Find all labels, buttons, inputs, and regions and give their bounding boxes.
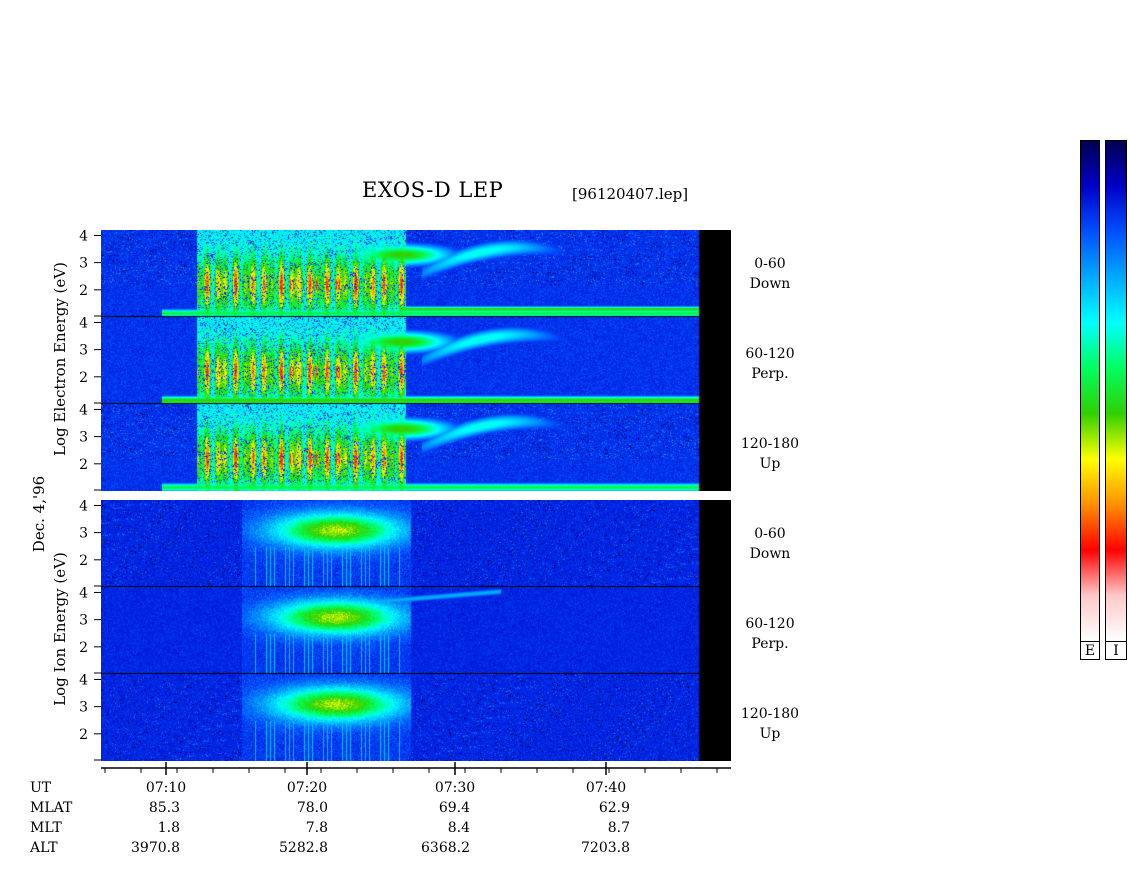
panel-5-dir: Perp. <box>751 636 789 652</box>
ephem-label-alt: ALT <box>30 840 58 856</box>
ephem-value: 7203.8 <box>581 840 630 856</box>
y-tick-label: 2 <box>79 283 88 299</box>
y-tick-label: 4 <box>79 315 88 331</box>
electron-spectrogram <box>101 230 731 491</box>
ephem-value: 7.8 <box>305 820 328 836</box>
ephem-value: 8.7 <box>607 820 630 836</box>
ephem-value: 6368.2 <box>421 840 470 856</box>
y-tick-label: 4 <box>79 672 88 688</box>
ephem-value: 07:10 <box>145 780 187 796</box>
colorbar-label-e: E <box>1081 641 1099 660</box>
electron-colorbar: E <box>1080 140 1100 660</box>
chart-title: EXOS-D LEP <box>362 178 504 202</box>
panel-6-dir: Up <box>759 726 781 742</box>
ephem-value: 1.8 <box>157 820 180 836</box>
ephem-label-mlat: MLAT <box>30 800 73 816</box>
ephem-value: 62.9 <box>598 800 630 816</box>
y-tick-label: 3 <box>79 256 88 272</box>
y-tick-label: 2 <box>79 370 88 386</box>
ephem-label-ut: UT <box>30 780 52 796</box>
panel-4-pitch: 0-60 <box>754 526 786 542</box>
ephem-label-mlt: MLT <box>30 820 62 836</box>
ephem-value: 8.4 <box>447 820 470 836</box>
ephem-value: 07:30 <box>434 780 476 796</box>
y-tick-label: 3 <box>79 613 88 629</box>
panel-1-pitch: 0-60 <box>754 256 786 272</box>
y-tick-label: 4 <box>79 228 88 244</box>
file-name: [96120407.lep] <box>572 185 689 203</box>
y-tick-label: 2 <box>79 553 88 569</box>
y-tick-label: 3 <box>79 343 88 359</box>
ephem-value: 85.3 <box>148 800 180 816</box>
colorbar-label-i: I <box>1106 641 1126 660</box>
panel-2-pitch: 60-120 <box>745 346 795 362</box>
y-tick-label: 4 <box>79 402 88 418</box>
ion-colorbar: I <box>1105 140 1127 660</box>
panel-2-dir: Perp. <box>751 366 789 382</box>
y-tick-label: 3 <box>79 526 88 542</box>
axes-overlay: 2 3 4 2 3 4 2 3 4 2 3 4 2 3 4 2 3 4 <box>79 228 731 775</box>
panel-6-pitch: 120-180 <box>740 706 800 722</box>
y-tick-label: 4 <box>79 498 88 514</box>
ephem-value: 07:40 <box>585 780 627 796</box>
ephem-value: 5282.8 <box>279 840 328 856</box>
y-tick-label: 2 <box>79 727 88 743</box>
ephem-value: 3970.8 <box>131 840 180 856</box>
y-tick-label: 2 <box>79 640 88 656</box>
panel-1-dir: Down <box>749 276 791 292</box>
y-tick-label: 2 <box>79 457 88 473</box>
y-tick-label: 3 <box>79 430 88 446</box>
y-tick-label: 3 <box>79 700 88 716</box>
panel-3-dir: Up <box>759 456 781 472</box>
ephem-value: 69.4 <box>438 800 470 816</box>
ephem-value: 78.0 <box>296 800 328 816</box>
y-tick-label: 4 <box>79 585 88 601</box>
panel-5-pitch: 60-120 <box>745 616 795 632</box>
ion-spectrogram <box>101 500 731 761</box>
panel-4-dir: Down <box>749 546 791 562</box>
panel-3-pitch: 120-180 <box>740 436 800 452</box>
ephem-value: 07:20 <box>286 780 328 796</box>
